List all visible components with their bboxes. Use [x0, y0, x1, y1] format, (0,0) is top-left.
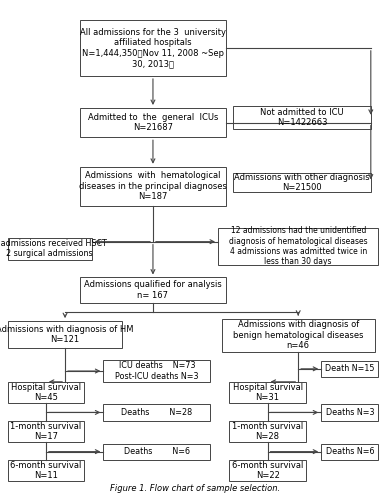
Text: Hospital survival
N=45: Hospital survival N=45	[11, 382, 81, 402]
Text: Deaths N=6: Deaths N=6	[326, 447, 374, 456]
FancyBboxPatch shape	[233, 106, 371, 129]
Text: Figure 1. Flow chart of sample selection.: Figure 1. Flow chart of sample selection…	[110, 484, 280, 492]
Text: All admissions for the 3  university
affiliated hospitals
N=1,444,350（Nov 11, 20: All admissions for the 3 university affi…	[80, 28, 226, 68]
Text: Admitted to  the  general  ICUs
N=21687: Admitted to the general ICUs N=21687	[88, 113, 218, 132]
FancyBboxPatch shape	[80, 20, 225, 76]
FancyBboxPatch shape	[229, 460, 306, 481]
FancyBboxPatch shape	[321, 360, 378, 377]
Text: Admissions  with  hematological
diseases in the principal diagnoses
N=187: Admissions with hematological diseases i…	[79, 172, 227, 201]
FancyBboxPatch shape	[80, 166, 225, 206]
Text: Deaths        N=28: Deaths N=28	[121, 408, 192, 417]
FancyBboxPatch shape	[103, 404, 210, 420]
Text: Deaths N=3: Deaths N=3	[326, 408, 374, 417]
Text: 1-month survival
N=17: 1-month survival N=17	[10, 422, 82, 441]
Text: Not admitted to ICU
N=1422663: Not admitted to ICU N=1422663	[260, 108, 344, 128]
FancyBboxPatch shape	[80, 278, 225, 303]
Text: Deaths        N=6: Deaths N=6	[124, 447, 190, 456]
FancyBboxPatch shape	[222, 318, 375, 352]
Text: ICU deaths    N=73
Post-ICU deaths N=3: ICU deaths N=73 Post-ICU deaths N=3	[115, 362, 199, 380]
FancyBboxPatch shape	[8, 460, 84, 481]
Text: 2 admissions received HSCT
2 surgical admissions: 2 admissions received HSCT 2 surgical ad…	[0, 239, 107, 258]
FancyBboxPatch shape	[321, 404, 378, 420]
FancyBboxPatch shape	[229, 382, 306, 403]
FancyBboxPatch shape	[8, 421, 84, 442]
FancyBboxPatch shape	[103, 444, 210, 460]
FancyBboxPatch shape	[321, 444, 378, 460]
Text: Admissions qualified for analysis
n= 167: Admissions qualified for analysis n= 167	[84, 280, 222, 300]
Text: 6-month survival
N=11: 6-month survival N=11	[10, 461, 82, 480]
FancyBboxPatch shape	[80, 108, 225, 138]
Text: Death N=15: Death N=15	[325, 364, 374, 374]
FancyBboxPatch shape	[8, 238, 92, 260]
Text: 6-month survival
N=22: 6-month survival N=22	[232, 461, 303, 480]
FancyBboxPatch shape	[233, 172, 371, 192]
Text: 12 admissions had the unidentified
diagnosis of hematological diseases
4 admissi: 12 admissions had the unidentified diagn…	[229, 226, 367, 266]
FancyBboxPatch shape	[229, 421, 306, 442]
FancyBboxPatch shape	[8, 382, 84, 403]
FancyBboxPatch shape	[103, 360, 210, 382]
Text: 1-month survival
N=28: 1-month survival N=28	[232, 422, 303, 441]
Text: Admissions with other diagnosis
N=21500: Admissions with other diagnosis N=21500	[234, 172, 370, 192]
FancyBboxPatch shape	[8, 321, 122, 348]
Text: Hospital survival
N=31: Hospital survival N=31	[232, 382, 303, 402]
Text: Admissions with diagnosis of HM
N=121: Admissions with diagnosis of HM N=121	[0, 325, 134, 344]
Text: Admissions with diagnosis of
benign hematological diseases
n=46: Admissions with diagnosis of benign hema…	[233, 320, 363, 350]
FancyBboxPatch shape	[218, 228, 378, 264]
